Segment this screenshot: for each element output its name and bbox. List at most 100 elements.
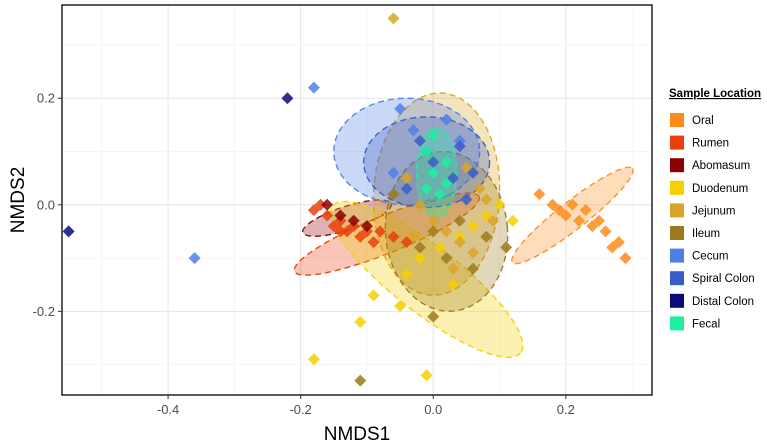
point-fecal: [420, 145, 433, 158]
point-oral: [599, 225, 612, 238]
point-rumen: [367, 236, 380, 249]
legend-label: Abomasum: [692, 160, 750, 172]
x-axis-title: NMDS1: [324, 424, 391, 445]
legend-items: Oral Rumen Abomasum Duodenum Jejunum Ileum Cec…: [670, 113, 755, 331]
point-jejunum: [387, 12, 400, 25]
point-oral: [573, 214, 586, 227]
point-duodenum: [394, 300, 407, 313]
legend-label: Jejunum: [692, 205, 735, 217]
point-cecum: [307, 81, 320, 94]
point-spiral-colon: [400, 182, 413, 195]
legend-title: Sample Location: [669, 88, 761, 100]
legend-swatch: [670, 271, 684, 286]
point-ileum: [480, 230, 493, 243]
point-duodenum: [307, 353, 320, 366]
ellipse-oral: [511, 166, 634, 265]
point-rumen: [374, 225, 387, 238]
point-duodenum: [493, 198, 506, 211]
y-tick-label: -0.2: [33, 304, 55, 319]
point-duodenum: [506, 214, 519, 227]
point-ileum: [413, 241, 426, 254]
legend-swatch: [670, 293, 684, 308]
point-jejunum: [407, 230, 420, 243]
point-duodenum: [433, 241, 446, 254]
point-oral: [592, 214, 605, 227]
point-duodenum: [467, 220, 480, 233]
legend-swatch: [670, 203, 684, 218]
legend-swatch: [670, 135, 684, 150]
point-ileum: [427, 310, 440, 323]
point-duodenum: [354, 316, 367, 329]
point-cecum: [394, 102, 407, 115]
point-rumen: [387, 230, 400, 243]
point-jejunum: [400, 172, 413, 185]
legend-label: Rumen: [692, 138, 729, 150]
legend-label: Ileum: [692, 228, 720, 240]
point-abomasum: [321, 198, 334, 211]
point-rumen: [334, 225, 347, 238]
point-jejunum: [473, 182, 486, 195]
point-jejunum: [486, 214, 499, 227]
legend-label: Spiral Colon: [692, 273, 755, 285]
point-oral: [579, 204, 592, 217]
legend-swatch: [670, 226, 684, 240]
point-fecal: [440, 177, 453, 190]
y-axis-title: NMDS2: [8, 167, 29, 234]
x-tick-label: 0.0: [424, 402, 442, 417]
point-ileum: [440, 252, 453, 265]
point-duodenum: [367, 289, 380, 302]
point-fecal: [427, 166, 440, 179]
point-fecal: [440, 156, 453, 169]
point-duodenum: [413, 252, 426, 265]
legend-label: Cecum: [692, 251, 728, 263]
point-jejunum: [413, 198, 426, 211]
y-tick-label: 0.0: [37, 197, 55, 212]
point-distal-colon: [281, 92, 294, 105]
legend-label: Distal Colon: [692, 296, 754, 308]
x-tick-label: -0.2: [289, 402, 311, 417]
point-ileum: [354, 374, 367, 387]
point-fecal: [433, 188, 446, 201]
point-jejunum: [480, 193, 493, 206]
point-spiral-colon: [427, 156, 440, 169]
point-spiral-colon: [467, 166, 480, 179]
point-ileum: [387, 188, 400, 201]
legend-swatch: [670, 316, 684, 331]
point-ileum: [467, 262, 480, 275]
point-ileum: [500, 241, 513, 254]
point-cecum: [407, 124, 420, 137]
point-duodenum: [447, 278, 460, 291]
point-ileum: [453, 214, 466, 227]
point-oral: [533, 188, 546, 201]
point-rumen: [321, 209, 334, 222]
grid: [62, 5, 652, 395]
legend-swatch: [670, 248, 684, 263]
point-jejunum: [440, 225, 453, 238]
ellipse-rumen: [293, 192, 480, 276]
y-tick-label: 0.2: [37, 91, 55, 106]
ellipse-cecum: [333, 97, 481, 206]
point-oral: [606, 241, 619, 254]
point-fecal: [427, 129, 440, 142]
point-oral: [566, 198, 579, 211]
point-ileum: [427, 225, 440, 238]
point-abomasum: [347, 214, 360, 227]
plot-background: [62, 5, 652, 395]
point-jejunum: [453, 236, 466, 249]
x-tick-label: 0.2: [557, 402, 575, 417]
point-rumen: [314, 198, 327, 211]
legend-label: Fecal: [692, 318, 720, 330]
point-duodenum: [420, 369, 433, 382]
legend-swatch: [670, 113, 684, 127]
point-abomasum: [360, 220, 373, 233]
legend-label: Duodenum: [692, 183, 748, 195]
point-cecum: [387, 166, 400, 179]
point-jejunum: [427, 214, 440, 227]
tick-layer: -0.4 -0.2 0.0 0.2 -0.2 0.0 0.2: [33, 91, 575, 417]
point-spiral-colon: [453, 140, 466, 153]
point-oral: [619, 252, 632, 265]
point-layer: [62, 12, 632, 387]
legend-swatch: [670, 158, 684, 173]
point-jejunum: [467, 246, 480, 259]
